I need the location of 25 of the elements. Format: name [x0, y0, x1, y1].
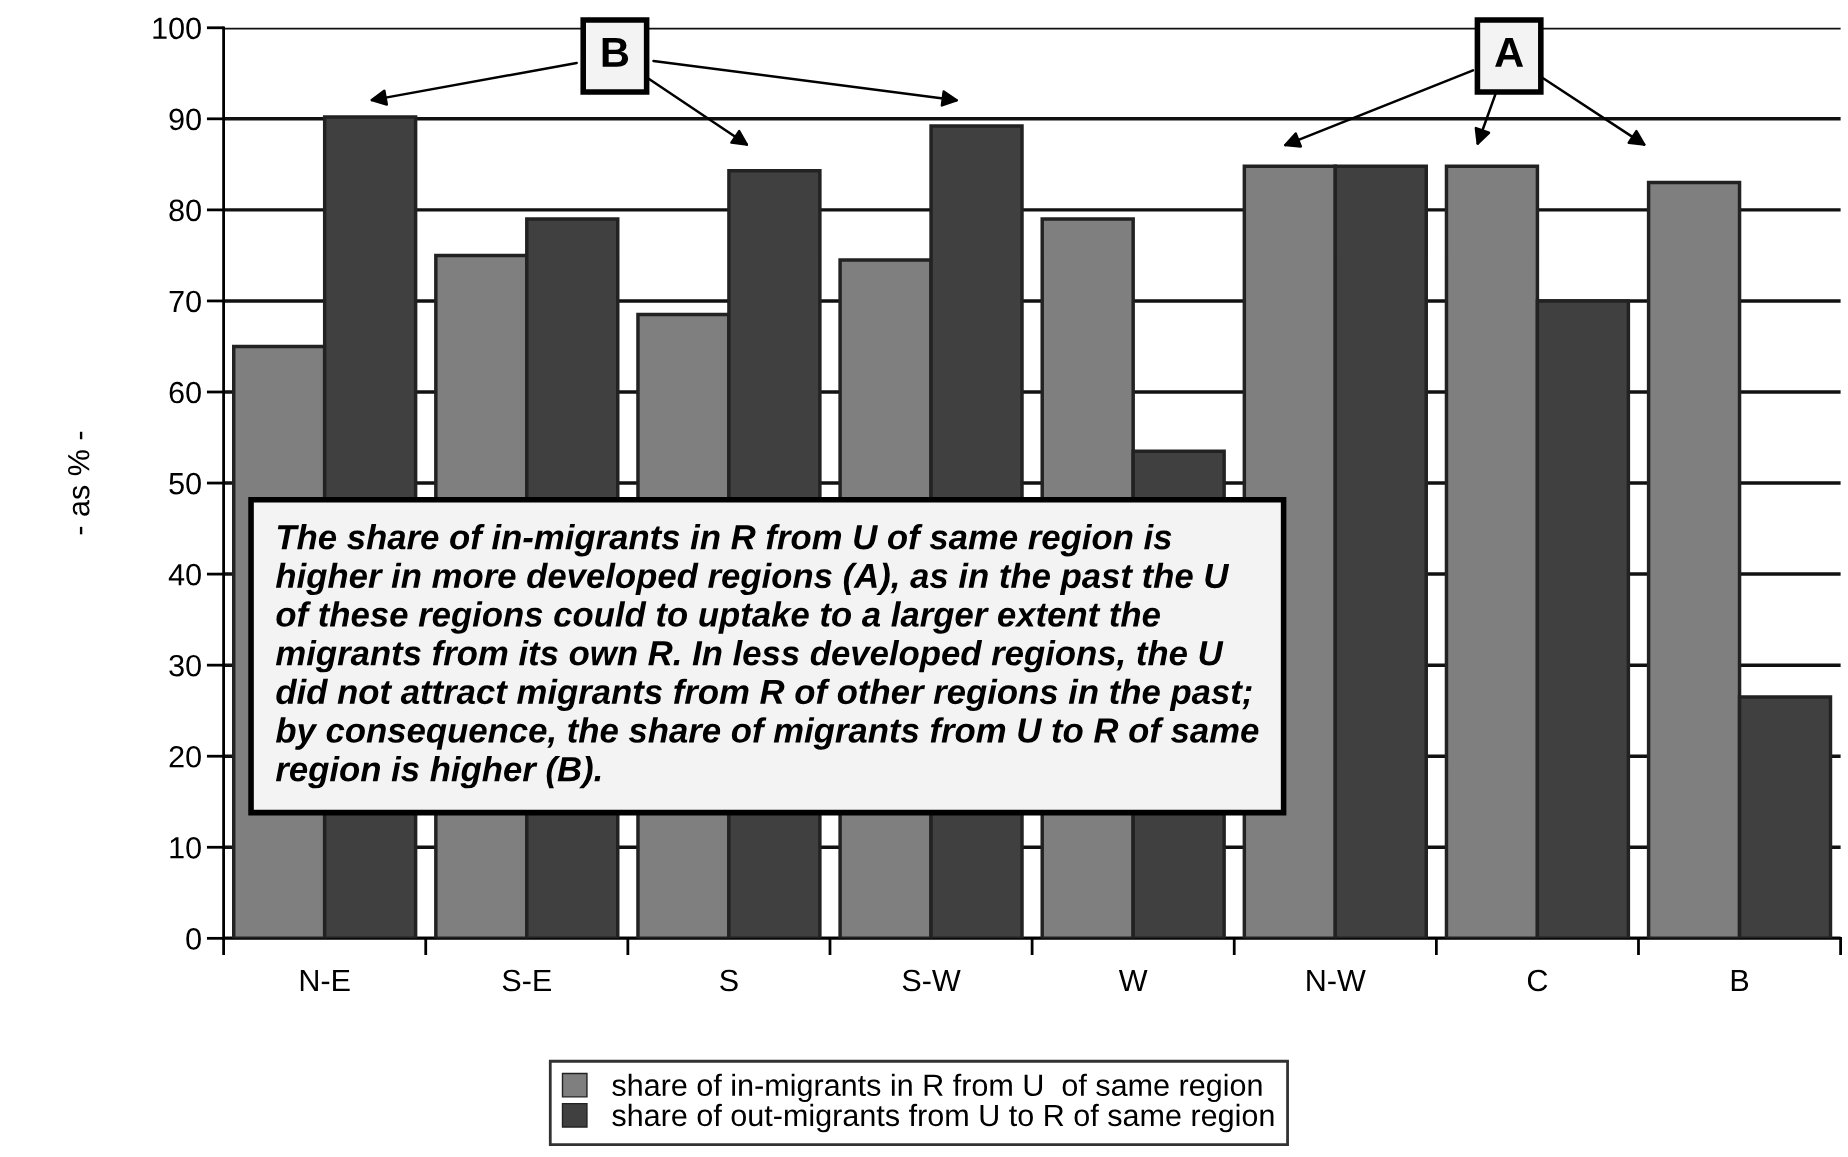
annotation: The share of in-migrants in R from U of same region is higher in more developed regions (A), as in the past the U of these regions could to uptake to a larger extent the migrants from its own R. In less developed regions, the U did not attract migrants from R of other regions in the past; by consequence, the share of migrants from U to R of same region is higher (B).	[275, 524, 1259, 789]
y-tick-label: 0	[186, 928, 201, 950]
y-tick-label: 20	[169, 745, 201, 768]
legend-label: share of out-migrants from U to R of same region	[612, 1103, 1274, 1133]
x-tick-label: S-E	[502, 969, 551, 992]
y-tick-label: 60	[169, 381, 201, 404]
y-axis-title: - as % -	[68, 431, 90, 535]
x-tick-label: S-W	[902, 969, 961, 992]
y-tick-label: 90	[169, 108, 201, 131]
y-tick-label: 70	[169, 290, 201, 313]
legend-label: share of in-migrants in R from U of same region	[612, 1073, 1262, 1103]
y-tick-label: 40	[168, 563, 201, 586]
x-tick-label: W	[1118, 970, 1148, 992]
annotation: B	[602, 38, 629, 67]
y-tick-label: 30	[169, 654, 201, 677]
x-tick-label: N-W	[1307, 970, 1366, 992]
x-tick-label: C	[1527, 969, 1548, 992]
x-tick-label: S	[720, 969, 738, 992]
y-tick-label: 10	[170, 837, 201, 859]
x-tick-label: B	[1731, 970, 1749, 992]
y-tick-label: 50	[169, 472, 201, 495]
annotation: A	[1495, 38, 1524, 67]
y-tick-label: 80	[169, 199, 201, 222]
x-tick-label: N-E	[300, 970, 350, 992]
y-tick-label: 100	[153, 17, 201, 40]
